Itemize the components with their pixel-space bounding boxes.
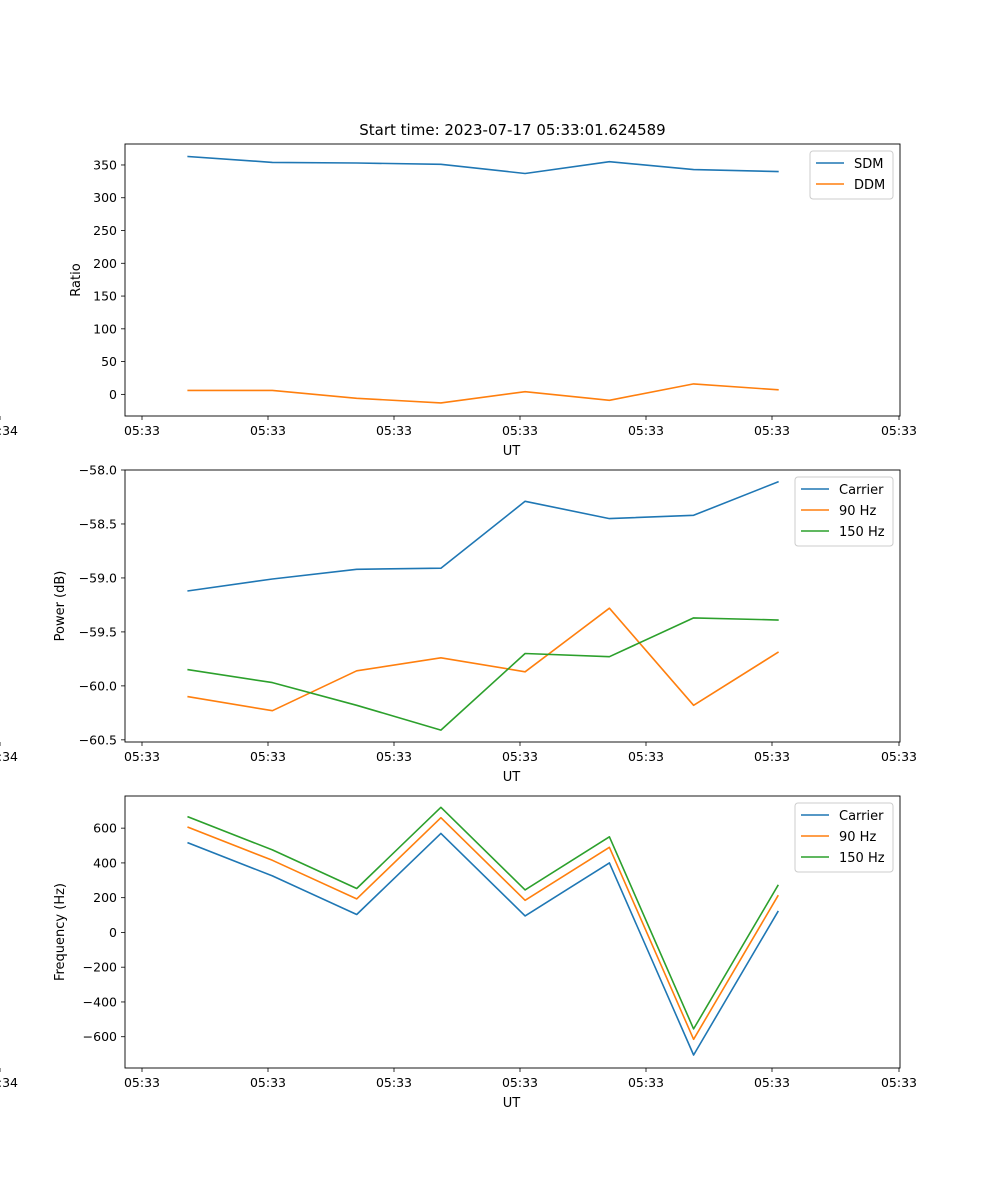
x-tick-label: 05:33 [502,1075,538,1090]
y-tick-label: −58.5 [79,516,117,531]
series-line-sdm [187,155,779,175]
series-line-carrier [187,832,779,1056]
series-line-150-hz [187,806,779,1030]
x-tick-label: 05:33 [754,1075,790,1090]
y-tick-label: 600 [93,821,117,836]
legend-label: DDM [854,178,885,193]
legend: Carrier 90 Hz 150 Hz [794,476,894,547]
y-tick-label: −200 [83,960,117,975]
y-tick-label: 300 [93,190,117,205]
legend: Carrier 90 Hz 150 Hz [794,802,894,873]
legend-label: 90 Hz [839,830,876,845]
y-tick-label: −58.0 [79,463,117,478]
x-tick-label: 05:33 [628,749,664,764]
x-tick-label: 05:34 [0,1075,18,1090]
x-tick-label: 05:33 [376,1075,412,1090]
x-tick-label: 05:34 [0,423,18,438]
y-tick-label: 0 [109,387,117,402]
series-line-90-hz [187,816,779,1041]
y-tick-label: 0 [109,925,117,940]
x-tick-label: 05:33 [376,423,412,438]
y-tick-label: 350 [93,157,117,172]
legend-label: 90 Hz [839,504,876,519]
y-tick-label: −60.0 [79,678,117,693]
series-line-90-hz [187,607,780,712]
x-tick-label: 05:34 [0,749,18,764]
x-tick-label: 05:33 [754,749,790,764]
legend-box [794,476,894,547]
y-tick-label: 400 [93,855,117,870]
x-tick-label: 05:33 [502,423,538,438]
legend-label: 150 Hz [839,851,885,866]
x-tick-label: 05:33 [250,423,286,438]
y-tick-label: −59.0 [79,570,117,585]
chart-panel-1: 05:33 05:33 05:33 05:33 05:33 05:33 05:33 05:34… [0,121,917,459]
chart-panel-2: 05:33 05:33 05:33 05:33 05:33 05:33 05:33 05:34… [0,463,917,785]
y-axis-label: Power (dB) [53,571,68,642]
plot-frame [124,795,901,1069]
legend-label: Carrier [839,483,884,498]
x-tick-label: 05:33 [250,1075,286,1090]
x-tick-label: 05:33 [124,423,160,438]
legend: SDM DDM [809,150,894,200]
y-tick-label: −400 [83,994,117,1009]
x-tick-label: 05:33 [502,749,538,764]
y-axis-label: Ratio [69,263,84,296]
x-tick-label: 05:33 [124,1075,160,1090]
y-tick-label: −600 [83,1029,117,1044]
x-tick-label: 05:33 [881,1075,917,1090]
plot-frame [124,469,901,743]
series-line-150-hz [187,617,779,731]
legend-box [794,802,894,873]
x-axis-label: UT [503,770,521,785]
series-line-ddm [187,383,779,404]
y-tick-label: 250 [93,223,117,238]
y-tick-label: 200 [93,890,117,905]
x-tick-label: 05:33 [881,423,917,438]
x-tick-label: 05:33 [124,749,160,764]
x-axis-label: UT [503,444,521,459]
y-axis-label: Frequency (Hz) [53,883,68,981]
x-tick-label: 05:33 [754,423,790,438]
x-tick-label: 05:33 [250,749,286,764]
y-tick-label: 150 [93,289,117,304]
x-axis-label: UT [503,1096,521,1111]
y-tick-label: 50 [101,354,117,369]
y-tick-label: −60.5 [79,732,117,747]
plot-frame [124,143,901,417]
y-tick-label: −59.5 [79,624,117,639]
x-tick-label: 05:33 [628,423,664,438]
legend-label: SDM [854,157,883,172]
x-tick-label: 05:33 [376,749,412,764]
y-tick-label: 200 [93,256,117,271]
series-line-carrier [187,480,779,592]
legend-label: Carrier [839,809,884,824]
legend-label: 150 Hz [839,525,885,540]
x-tick-label: 05:33 [881,749,917,764]
x-tick-label: 05:33 [628,1075,664,1090]
chart-title: Start time: 2023-07-17 05:33:01.624589 [359,121,665,139]
y-tick-label: 100 [93,321,117,336]
chart-panel-3: 05:33 05:33 05:33 05:33 05:33 05:33 05:33 05:34… [0,795,917,1111]
